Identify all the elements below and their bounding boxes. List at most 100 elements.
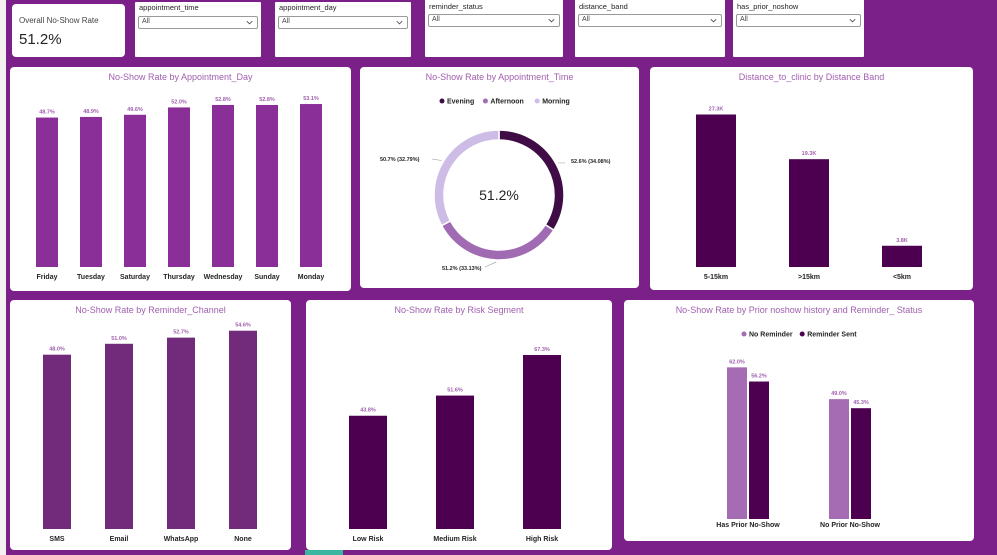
legend-dot-icon bbox=[741, 331, 747, 337]
bar bbox=[229, 330, 257, 529]
slicer-dropdown[interactable]: All bbox=[278, 16, 408, 29]
data-label: 52.7% bbox=[173, 330, 189, 336]
slicer-appointment-time: appointment_time All bbox=[135, 2, 261, 57]
slicer-dropdown[interactable]: All bbox=[736, 14, 861, 27]
category-label: Wednesday bbox=[204, 274, 243, 281]
slicer-dropdown[interactable]: All bbox=[428, 14, 560, 27]
data-label: 56.2% bbox=[751, 374, 767, 380]
chevron-down-icon bbox=[849, 18, 856, 23]
legend-dot-icon bbox=[439, 98, 445, 104]
page-tab-indicator[interactable] bbox=[305, 550, 343, 555]
category-label: Email bbox=[110, 536, 129, 543]
slicer-dropdown[interactable]: All bbox=[578, 14, 722, 27]
category-label: Monday bbox=[298, 274, 325, 281]
bar bbox=[256, 104, 278, 267]
chart-risk-segment: 43.8% Low Risk 51.6% Medium Risk 67.3% High R… bbox=[349, 347, 561, 543]
category-label: WhatsApp bbox=[164, 536, 199, 543]
chevron-down-icon bbox=[246, 20, 253, 25]
data-label: 48.7% bbox=[39, 110, 55, 116]
leader-line bbox=[431, 158, 442, 161]
category-label: High Risk bbox=[526, 536, 558, 543]
category-label: 5-15km bbox=[704, 274, 728, 281]
slice-label: 52.6% (34.08%) bbox=[571, 159, 611, 165]
bar bbox=[523, 354, 561, 529]
slicer-reminder-status: reminder_status All bbox=[425, 0, 563, 57]
bar bbox=[124, 114, 146, 267]
legend-label: Morning bbox=[542, 99, 570, 106]
category-label: >15km bbox=[798, 274, 820, 281]
bar bbox=[300, 104, 322, 267]
pie-slice bbox=[440, 219, 555, 261]
category-label: <5km bbox=[893, 274, 911, 281]
chart-card-distance-band: Distance_to_clinic by Distance Band 27.3… bbox=[650, 67, 973, 290]
bar bbox=[43, 354, 71, 529]
data-label: 19.3K bbox=[802, 151, 817, 157]
chart-card-appointment-day: No-Show Rate by Appointment_Day 48.7% Fri… bbox=[10, 67, 351, 291]
chart-title: Distance_to_clinic by Distance Band bbox=[738, 72, 885, 82]
chevron-down-icon bbox=[548, 18, 555, 23]
category-label: Low Risk bbox=[353, 536, 384, 543]
category-label: Thursday bbox=[163, 274, 195, 281]
chevron-down-icon bbox=[710, 18, 717, 23]
data-label: 3.8K bbox=[896, 238, 908, 244]
data-label: 52.0% bbox=[171, 99, 187, 105]
category-label: SMS bbox=[49, 536, 65, 543]
slice-label: 51.2% (33.13%) bbox=[442, 266, 482, 272]
slicer-appointment-day: appointment_day All bbox=[275, 2, 411, 57]
chart-appointment-day: 48.7% Friday 48.9% Tuesday 49.6% Saturday 52.0… bbox=[36, 96, 325, 281]
bar bbox=[851, 408, 871, 519]
slicer-value: All bbox=[582, 16, 590, 23]
category-label: Friday bbox=[36, 274, 57, 281]
category-label: None bbox=[234, 536, 252, 543]
bar bbox=[105, 343, 133, 529]
slicer-title: appointment_day bbox=[279, 3, 337, 12]
data-label: 49.0% bbox=[831, 391, 847, 397]
chart-appointment-time: Evening Afternoon Morning 52.6% (34.08%) 51.… bbox=[380, 98, 611, 272]
bar bbox=[168, 107, 190, 267]
slicer-has-prior-noshow: has_prior_noshow All bbox=[733, 0, 864, 57]
chart-card-appointment-time: No-Show Rate by Appointment_Time Evening… bbox=[360, 67, 639, 288]
data-label: 54.6% bbox=[235, 323, 251, 329]
data-label: 48.9% bbox=[83, 109, 99, 115]
slicer-title: distance_band bbox=[579, 2, 628, 11]
leader-line bbox=[484, 261, 497, 268]
chart-title: No-Show Rate by Appointment_Time bbox=[425, 72, 574, 82]
slicer-value: All bbox=[432, 16, 440, 23]
legend-dot-icon bbox=[534, 98, 540, 104]
slicer-dropdown[interactable]: All bbox=[138, 16, 258, 29]
category-label: Medium Risk bbox=[433, 536, 476, 543]
slicer-value: All bbox=[142, 18, 150, 25]
data-label: 49.6% bbox=[127, 107, 143, 113]
legend-label: Reminder Sent bbox=[807, 332, 857, 339]
category-label: Has Prior No-Show bbox=[716, 522, 780, 529]
legend-label: Afternoon bbox=[490, 99, 523, 106]
bar bbox=[349, 415, 387, 529]
bar bbox=[80, 116, 102, 267]
data-label: 45.3% bbox=[853, 400, 869, 406]
bar bbox=[829, 399, 849, 519]
chart-prior-noshow-reminder: No Reminder Reminder Sent 62.0% 56.2% Has Pr… bbox=[716, 331, 880, 529]
chart-title: No-Show Rate by Appointment_Day bbox=[108, 72, 253, 82]
chart-title: No-Show Rate by Prior noshow history and… bbox=[675, 305, 923, 315]
data-label: 52.8% bbox=[215, 97, 231, 103]
bar bbox=[212, 104, 234, 267]
slicer-distance-band: distance_band All bbox=[575, 0, 725, 57]
data-label: 27.3K bbox=[709, 106, 724, 112]
kpi-card: Overall No-Show Rate 51.2% bbox=[12, 4, 125, 57]
legend-dot-icon bbox=[482, 98, 488, 104]
donut-center-label: 51.2% bbox=[479, 187, 519, 203]
kpi-value: 51.2% bbox=[19, 31, 62, 48]
chart-reminder-channel: 48.0% SMS 51.0% Email 52.7% WhatsApp 54.6% None bbox=[43, 323, 257, 543]
bar bbox=[167, 337, 195, 529]
bar bbox=[882, 245, 922, 267]
kpi-label: Overall No-Show Rate bbox=[19, 16, 99, 25]
category-label: No Prior No-Show bbox=[820, 522, 880, 529]
slice-label: 50.7% (32.79%) bbox=[380, 157, 420, 163]
pie-slice bbox=[498, 129, 565, 232]
slicer-value: All bbox=[282, 18, 290, 25]
chart-distance-band: 27.3K 5-15km 19.3K >15km 3.8K <5km bbox=[696, 106, 922, 281]
chart-card-risk-segment: No-Show Rate by Risk Segment 43.8% Low Ri… bbox=[306, 300, 612, 550]
category-label: Sunday bbox=[254, 274, 279, 281]
data-label: 51.0% bbox=[111, 336, 127, 342]
